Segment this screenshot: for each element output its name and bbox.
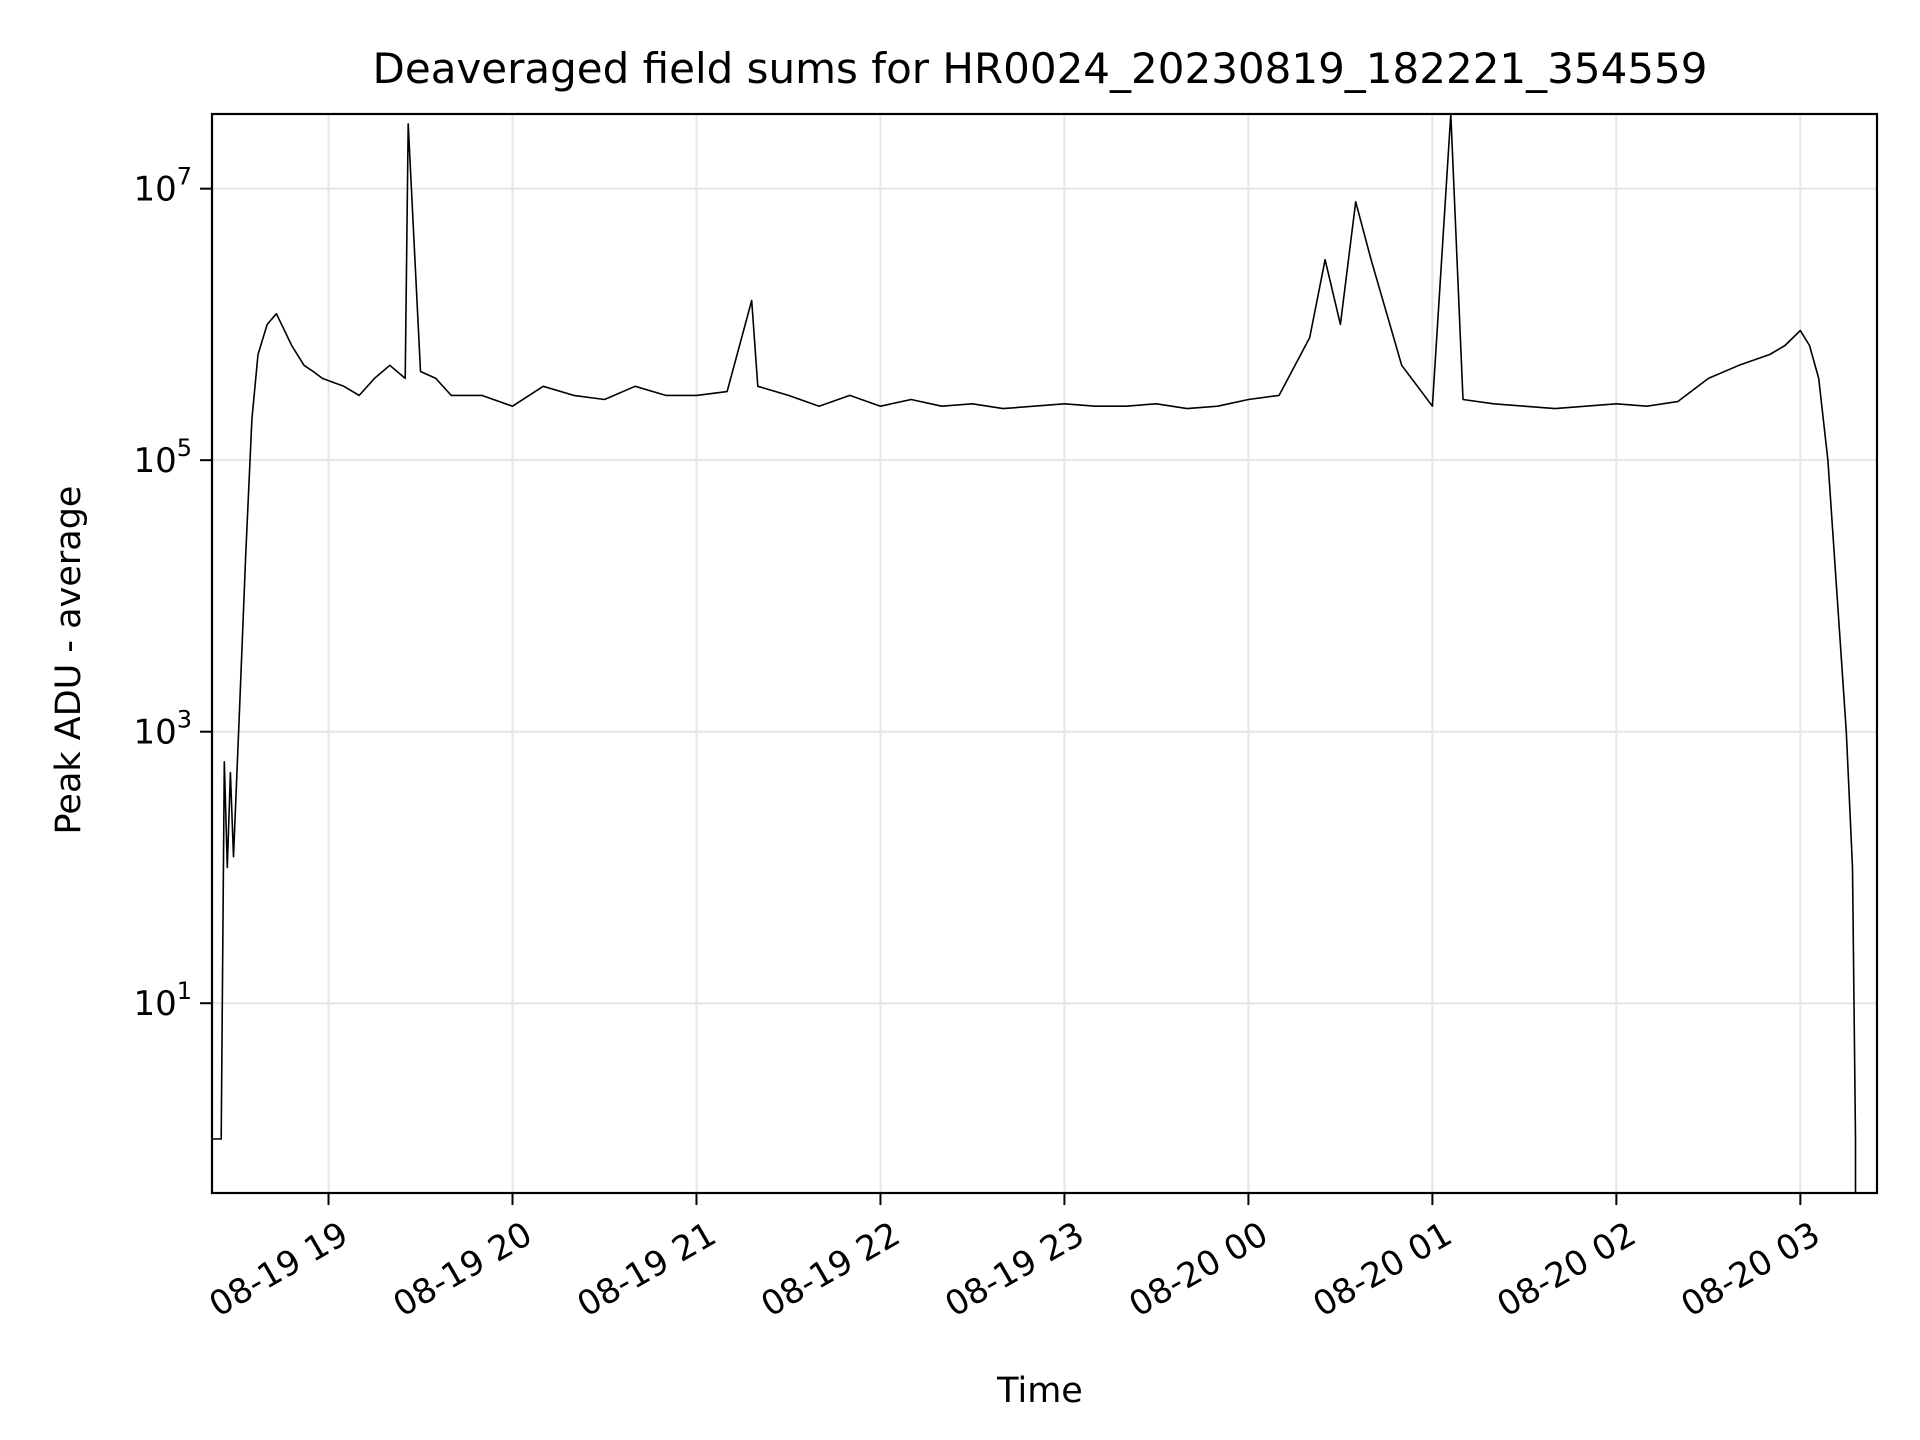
chart-title: Deaveraged field sums for HR0024_2023081… — [373, 44, 1708, 93]
grid-layer — [212, 114, 1877, 1193]
y-tick-label: 101 — [133, 977, 192, 1024]
y-axis-label: Peak ADU - average — [49, 486, 89, 835]
y-tick-label: 107 — [133, 163, 192, 210]
plot-frame — [210, 112, 1879, 1195]
y-tick-exponent: 3 — [177, 706, 192, 734]
y-tick-base: 10 — [133, 170, 176, 210]
y-tick-base: 10 — [133, 713, 176, 753]
y-tick-base: 10 — [133, 441, 176, 481]
y-tick-exponent: 5 — [177, 434, 192, 462]
y-tick-base: 10 — [133, 984, 176, 1024]
y-tick-exponent: 1 — [177, 977, 192, 1005]
y-tick-label: 103 — [133, 706, 192, 753]
x-axis-label: Time — [996, 1371, 1083, 1411]
y-tick-label: 105 — [133, 434, 192, 481]
series-line — [212, 113, 1857, 1193]
y-tick-exponent: 7 — [177, 163, 192, 191]
